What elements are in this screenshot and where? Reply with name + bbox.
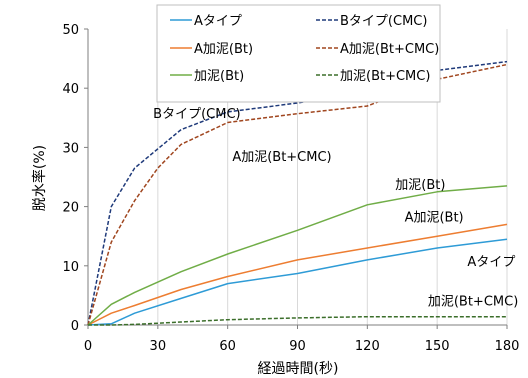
x-tick-label: 30 [150, 339, 167, 354]
annotation-label: 加泥(Bt) [395, 178, 445, 193]
y-tick-label: 0 [71, 319, 79, 334]
annotation-label: A加泥(Bt) [405, 210, 464, 225]
x-tick-label: 90 [289, 339, 306, 354]
x-tick-label: 150 [425, 339, 450, 354]
legend: Aタイプ Bタイプ(CMC) A加泥(Bt) A加泥(Bt+CMC) 加泥(Bt) 加泥(… [157, 5, 440, 102]
x-tick-label: 60 [219, 339, 236, 354]
legend-label: 加泥(Bt+CMC) [340, 69, 430, 84]
legend-label: A加泥(Bt) [194, 42, 253, 57]
x-tick-label: 180 [495, 339, 520, 354]
annotation-label: Bタイプ(CMC) [153, 107, 240, 122]
annotation-label: Aタイプ [467, 255, 515, 270]
legend-label: Bタイプ(CMC) [340, 14, 427, 29]
y-axis-title: 脱水率(%) [31, 145, 48, 211]
y-tick-label: 40 [62, 82, 79, 97]
legend-label: Aタイプ [194, 14, 242, 29]
legend-label: A加泥(Bt+CMC) [340, 42, 439, 57]
annotation-label: A加泥(Bt+CMC) [232, 150, 331, 165]
y-tick-label: 20 [62, 201, 79, 216]
y-tick-label: 50 [62, 23, 79, 38]
annotation-label: 加泥(Bt+CMC) [428, 294, 518, 309]
y-tick-label: 10 [62, 260, 79, 275]
x-tick-label: 120 [355, 339, 380, 354]
x-axis-title: 経過時間(秒) [258, 361, 339, 377]
y-tick-label: 30 [62, 141, 79, 156]
x-tick-label: 0 [84, 339, 92, 354]
legend-label: 加泥(Bt) [194, 69, 244, 84]
